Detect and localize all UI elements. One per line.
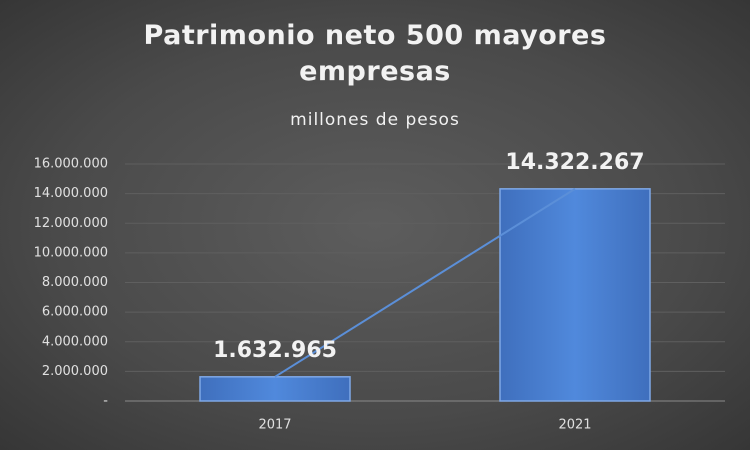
y-tick-label: 14.000.000 (34, 186, 108, 201)
chart-subtitle: millones de pesos (290, 110, 460, 130)
bar (199, 376, 351, 402)
x-tick-label: 2017 (258, 418, 291, 433)
y-tick-label: 4.000.000 (42, 334, 108, 349)
y-tick-label: 2.000.000 (42, 364, 108, 379)
y-tick-label: 12.000.000 (34, 216, 108, 231)
chart-title: Patrimonio neto 500 mayores empresas (143, 20, 607, 87)
value-label: 1.632.965 (213, 338, 337, 363)
x-tick-label: 2021 (558, 418, 591, 433)
y-tick-label: 10.000.000 (34, 245, 108, 260)
value-label: 14.322.267 (505, 150, 644, 175)
y-tick-label: 16.000.000 (34, 157, 108, 172)
trendline (274, 188, 576, 378)
bar (499, 188, 651, 402)
y-tick-label: 6.000.000 (42, 305, 108, 320)
y-tick-label: - (103, 394, 108, 409)
y-tick-label: 8.000.000 (42, 275, 108, 290)
